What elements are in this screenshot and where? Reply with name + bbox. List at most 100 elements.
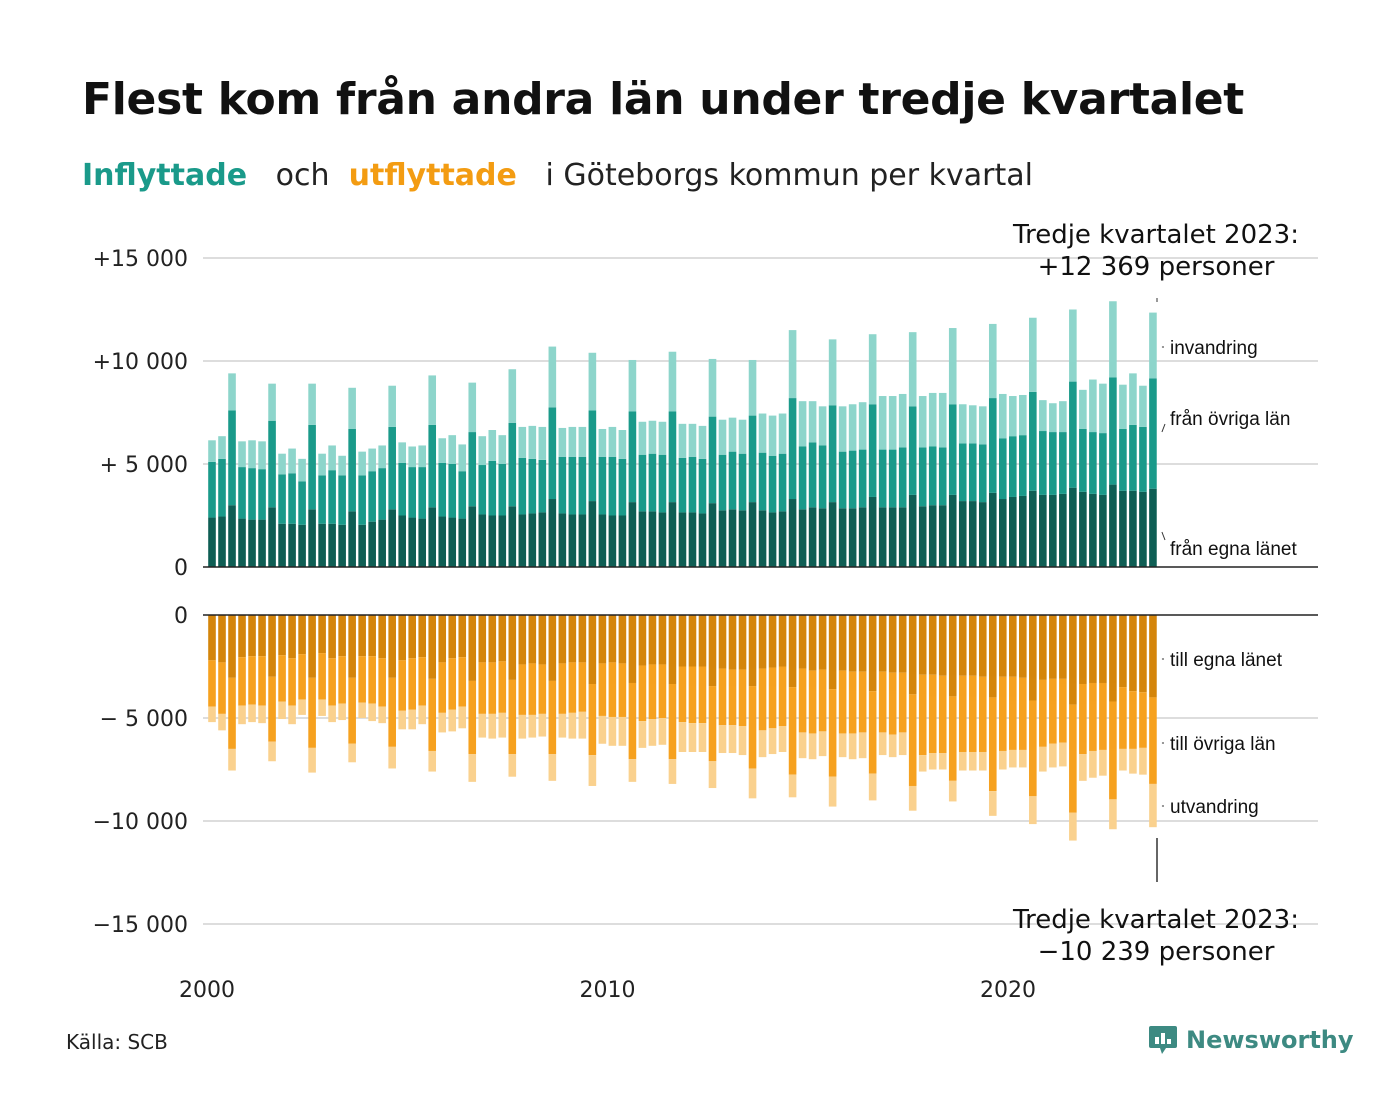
bar-out-emigration bbox=[528, 714, 537, 738]
bar-in-other bbox=[558, 456, 567, 514]
bar-out-own bbox=[828, 615, 837, 690]
bar-out-emigration bbox=[1049, 743, 1057, 768]
bar-out-emigration bbox=[268, 741, 276, 762]
bar-out-own bbox=[898, 615, 907, 673]
bar-in-own bbox=[878, 507, 887, 567]
bar-out-emigration bbox=[1129, 748, 1137, 774]
bar-in-immigration bbox=[1009, 396, 1017, 437]
bar-out-emigration bbox=[588, 755, 597, 786]
bar-out-other bbox=[638, 665, 647, 722]
bar-out-own bbox=[768, 615, 777, 668]
bar-out-own bbox=[968, 615, 977, 676]
bar-in-immigration bbox=[658, 421, 667, 455]
bar-out-emigration bbox=[938, 753, 947, 770]
bar-in-immigration bbox=[548, 346, 557, 408]
bar-out-other bbox=[848, 671, 857, 734]
legend-label-out: till övriga län bbox=[1170, 734, 1276, 755]
bar-out-other bbox=[708, 686, 717, 762]
bar-in-own bbox=[258, 519, 266, 567]
bar-out-own bbox=[568, 615, 577, 663]
bar-out-own bbox=[798, 615, 807, 669]
bar-out-own bbox=[208, 615, 216, 661]
source-note: Källa: SCB bbox=[66, 1030, 168, 1054]
bar-out-own bbox=[248, 615, 256, 657]
bar-in-other bbox=[658, 454, 667, 513]
bar-in-other bbox=[428, 424, 437, 508]
bar-in-other bbox=[938, 447, 947, 506]
bar-in-other bbox=[898, 447, 907, 508]
bar-in-other bbox=[618, 458, 627, 516]
bar-out-emigration bbox=[408, 709, 416, 730]
bar-in-own bbox=[398, 515, 406, 567]
bar-out-own bbox=[558, 615, 567, 664]
bar-in-immigration bbox=[1059, 401, 1067, 433]
bar-in-immigration bbox=[1099, 383, 1107, 434]
bar-in-own bbox=[798, 509, 807, 567]
y-tick-label-in: 0 bbox=[174, 556, 188, 581]
bar-out-other bbox=[478, 662, 487, 714]
bar-out-own bbox=[378, 615, 386, 659]
bar-in-own bbox=[358, 524, 366, 567]
bar-out-emigration bbox=[808, 733, 817, 760]
bar-out-emigration bbox=[1029, 796, 1037, 825]
bar-in-own bbox=[728, 509, 737, 567]
bar-out-other bbox=[728, 669, 737, 726]
bar-in-own bbox=[378, 519, 386, 567]
bar-out-other bbox=[368, 656, 376, 704]
bar-in-own bbox=[838, 508, 847, 567]
bar-in-immigration bbox=[888, 396, 897, 450]
bar-in-other bbox=[328, 470, 336, 524]
bar-in-other bbox=[208, 461, 216, 518]
bar-in-own bbox=[558, 513, 567, 567]
bar-out-own bbox=[808, 615, 817, 671]
bar-in-own bbox=[598, 514, 607, 567]
bar-in-other bbox=[598, 456, 607, 515]
bar-in-immigration bbox=[718, 419, 727, 455]
bar-out-other bbox=[528, 663, 537, 715]
bar-out-emigration bbox=[1019, 749, 1027, 768]
bar-in-immigration bbox=[808, 401, 817, 443]
bar-in-own bbox=[648, 511, 657, 567]
bar-in-own bbox=[898, 507, 907, 567]
bar-in-own bbox=[998, 499, 1007, 567]
bar-in-own bbox=[578, 514, 587, 567]
bar-in-immigration bbox=[208, 440, 216, 462]
bar-in-other bbox=[888, 449, 897, 508]
bar-out-emigration bbox=[728, 725, 737, 754]
bar-out-own bbox=[528, 615, 537, 664]
bar-out-emigration bbox=[278, 701, 286, 720]
bar-out-emigration bbox=[208, 706, 216, 723]
bar-out-emigration bbox=[238, 705, 246, 725]
bar-out-own bbox=[578, 615, 587, 663]
bar-out-own bbox=[788, 615, 797, 688]
bar-out-own bbox=[1129, 615, 1137, 692]
bar-in-other bbox=[368, 471, 376, 522]
bar-in-own bbox=[448, 517, 457, 567]
bar-out-other bbox=[648, 664, 657, 720]
bar-out-other bbox=[808, 670, 817, 734]
bar-out-other bbox=[968, 675, 977, 752]
y-tick-label-out: −10 000 bbox=[93, 810, 188, 835]
bar-out-other bbox=[568, 662, 577, 713]
bar-in-immigration bbox=[758, 413, 767, 453]
bar-in-other bbox=[758, 452, 767, 511]
bar-out-emigration bbox=[718, 725, 727, 754]
bar-out-emigration bbox=[778, 726, 787, 752]
bar-in-immigration bbox=[908, 332, 917, 407]
bar-out-own bbox=[588, 615, 597, 685]
bar-in-own bbox=[688, 512, 697, 567]
bar-out-own bbox=[298, 615, 306, 655]
x-tick-label: 2000 bbox=[179, 978, 235, 1003]
bar-in-immigration bbox=[1109, 301, 1117, 378]
bar-in-own bbox=[698, 513, 707, 567]
bar-in-own bbox=[608, 515, 617, 567]
bar-out-emigration bbox=[958, 751, 967, 771]
bar-in-own bbox=[1039, 494, 1047, 567]
bar-in-immigration bbox=[288, 448, 296, 474]
bar-out-other bbox=[1009, 676, 1017, 750]
legend-label-out: till egna länet bbox=[1170, 650, 1283, 671]
bar-out-other bbox=[758, 668, 767, 731]
bar-in-own bbox=[348, 511, 356, 567]
bar-out-emigration bbox=[558, 713, 567, 738]
